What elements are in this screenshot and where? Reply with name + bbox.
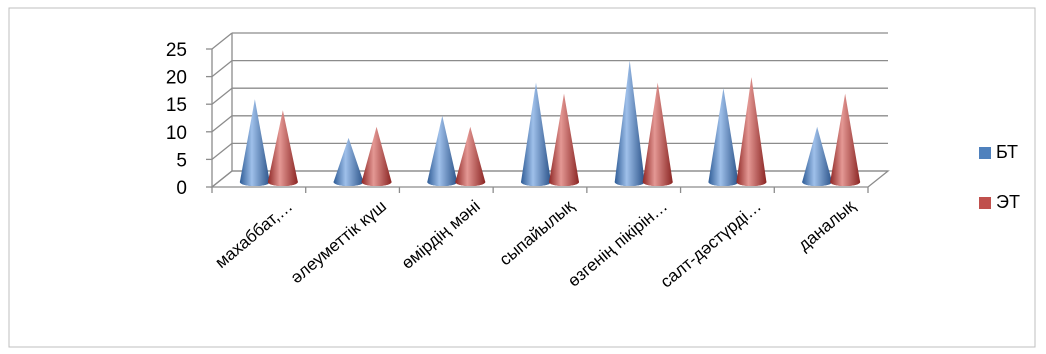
- cone-mark: [333, 137, 364, 186]
- cone-mark: [642, 82, 673, 186]
- gridline: [206, 59, 888, 78]
- legend-swatch: [979, 197, 991, 209]
- y-tick-label: 0: [176, 178, 187, 199]
- cone-mark: [361, 126, 392, 186]
- legend-label: ЭТ: [996, 192, 1020, 212]
- y-tick-label: 5: [176, 150, 187, 171]
- y-tick-label: 15: [166, 95, 187, 116]
- cone-mark: [521, 82, 551, 186]
- cone-mark: [549, 93, 579, 186]
- cone-mark: [614, 60, 645, 187]
- gridline: [206, 32, 888, 50]
- y-tick-label: 20: [166, 68, 187, 89]
- y-tick-label: 10: [166, 123, 187, 144]
- legend-item: ЭТ: [979, 192, 1020, 212]
- cone-mark: [708, 88, 739, 186]
- cone-mark: [736, 77, 767, 186]
- gridline: [206, 87, 888, 105]
- axis-frame: [210, 33, 890, 193]
- cone-mark: [455, 126, 486, 186]
- cone-mark: [802, 126, 833, 186]
- cone-mark: [267, 110, 298, 186]
- legend-item: БТ: [979, 142, 1018, 162]
- cone-mark: [427, 115, 458, 186]
- gridline: [206, 115, 888, 133]
- cone-mark: [830, 93, 861, 186]
- legend-swatch: [979, 147, 991, 159]
- cones: [239, 60, 861, 187]
- y-axis-ticks: 0 5 10 15 20 25: [166, 40, 187, 199]
- legend: БТ ЭТ: [979, 142, 1020, 212]
- cone-mark: [239, 99, 270, 186]
- legend-label: БТ: [996, 142, 1018, 162]
- y-tick-label: 25: [166, 40, 187, 61]
